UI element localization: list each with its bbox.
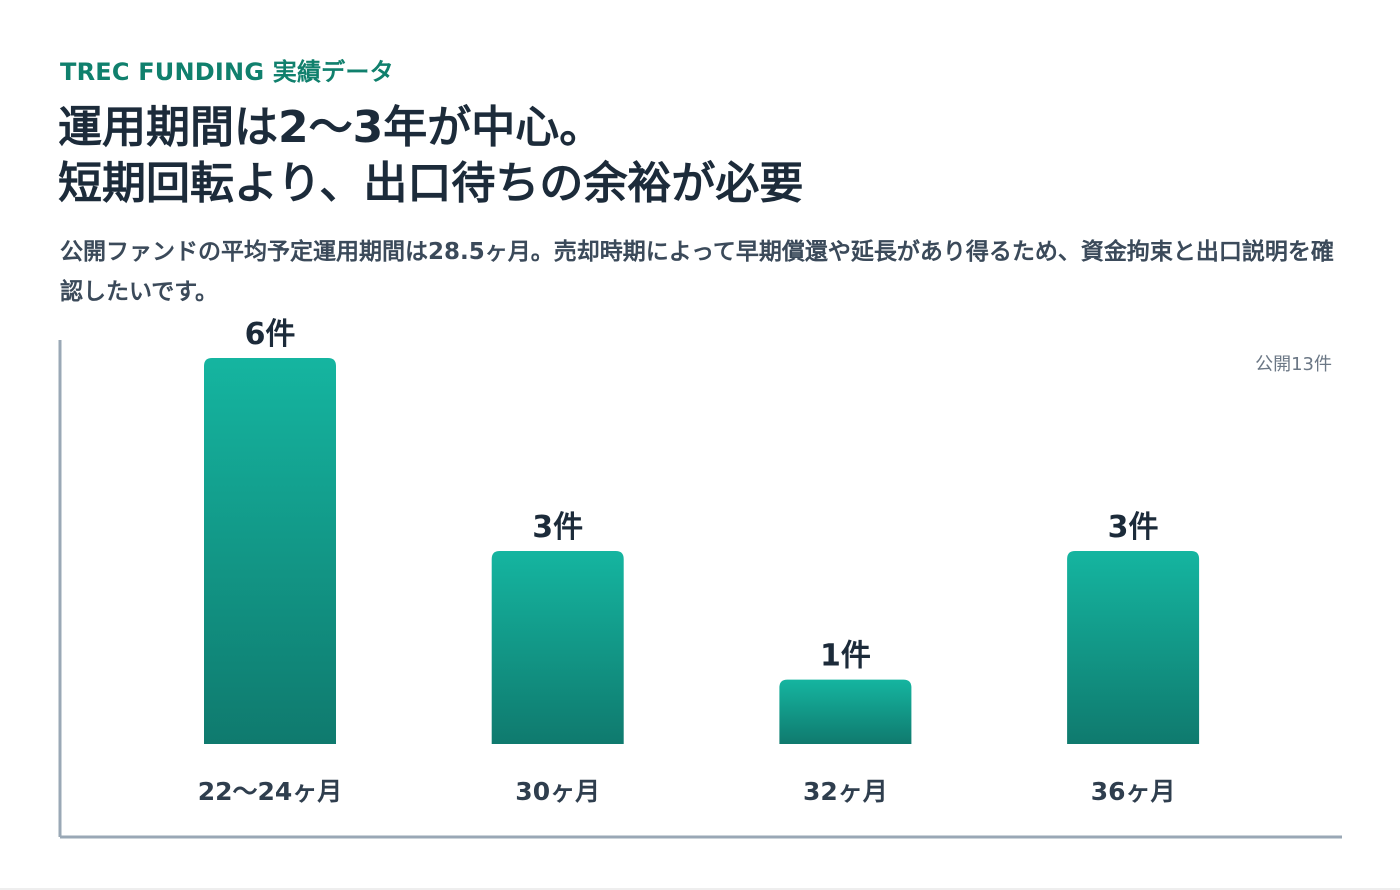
headline-line-2: 短期回転より、出口待ちの余裕が必要 xyxy=(58,158,804,209)
bar-2 xyxy=(779,679,912,744)
category-label-3: 36ヶ月 xyxy=(1091,777,1176,806)
category-label-0: 22〜24ヶ月 xyxy=(198,777,343,806)
category-label-2: 32ヶ月 xyxy=(803,777,888,806)
lead-text: 公開ファンドの平均予定運用期間は28.5ヶ月。売却時期によって早期償還や延長があ… xyxy=(60,239,1334,305)
headline: 運用期間は2〜3年が中心。 短期回転より、出口待ちの余裕が必要 xyxy=(58,100,1358,212)
total-count-note: 公開13件 xyxy=(1255,354,1332,375)
value-label-1: 3件 xyxy=(532,510,583,545)
value-label-2: 1件 xyxy=(820,639,871,674)
value-label-3: 3件 xyxy=(1108,510,1159,545)
bottom-divider xyxy=(0,888,1400,890)
bar-1 xyxy=(491,551,624,744)
headline-line-1: 運用期間は2〜3年が中心。 xyxy=(58,102,604,153)
bar-0 xyxy=(204,358,336,744)
value-label-0: 6件 xyxy=(245,317,296,352)
category-label-1: 30ヶ月 xyxy=(515,777,600,806)
bar-3 xyxy=(1067,551,1200,744)
eyebrow-label: TREC FUNDING 実績データ xyxy=(60,58,394,86)
